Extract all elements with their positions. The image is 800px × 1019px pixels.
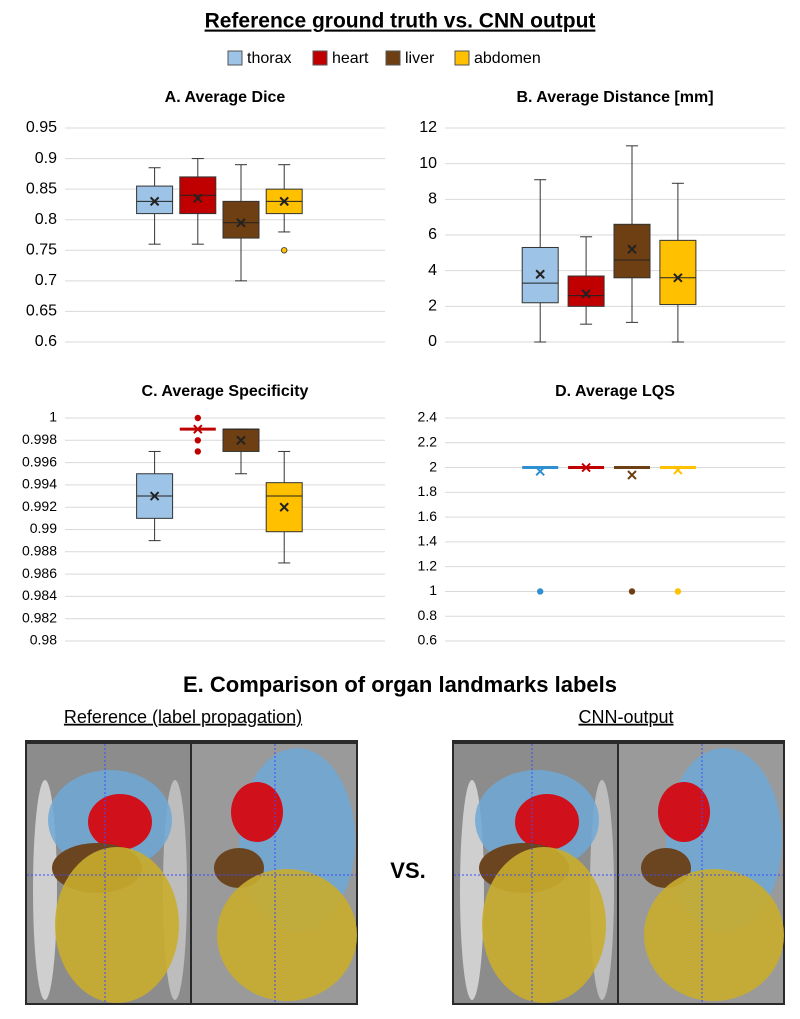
y-tick-label: 0.95 <box>26 119 57 136</box>
mean-marker <box>673 465 683 475</box>
box <box>222 200 260 239</box>
mean-marker <box>279 196 289 207</box>
section-title: E. Comparison of organ landmarks labels <box>183 672 617 697</box>
mean-marker <box>673 273 683 283</box>
outlier <box>628 588 636 595</box>
mean-marker <box>627 470 637 480</box>
legend-label: heart <box>332 50 369 67</box>
chart-title: C. Average Specificity <box>142 383 309 400</box>
cnn-output-image <box>451 739 786 1006</box>
y-tick-label: 4 <box>428 262 437 279</box>
mean-marker <box>193 424 203 434</box>
y-tick-label: 0.992 <box>22 498 57 514</box>
y-tick-label: 0.98 <box>30 632 57 648</box>
y-tick-label: 1.8 <box>418 483 438 499</box>
outlier <box>537 588 544 595</box>
y-tick-label: 0 <box>428 333 437 350</box>
y-tick-label: 1.6 <box>418 508 438 524</box>
chart-title: D. Average LQS <box>555 383 675 400</box>
y-tick-label: 0.982 <box>22 609 57 625</box>
y-tick-label: 0.6 <box>35 333 57 350</box>
mean-marker <box>193 193 203 204</box>
y-tick-label: 8 <box>428 191 437 208</box>
legend-swatch <box>385 50 401 66</box>
legend-label: thorax <box>247 50 291 67</box>
box <box>613 223 651 279</box>
mean-marker <box>149 196 160 207</box>
vs-label: VS. <box>390 858 425 883</box>
box <box>136 185 174 215</box>
reference-image <box>24 739 359 1006</box>
mean-marker <box>236 435 246 446</box>
mean-marker <box>535 269 545 279</box>
y-tick-label: 0.986 <box>22 565 57 581</box>
legend-label: abdomen <box>474 50 541 67</box>
mean-marker <box>149 491 160 501</box>
y-tick-label: 0.99 <box>30 520 57 536</box>
y-tick-label: 0.988 <box>22 543 57 559</box>
y-tick-label: 0.8 <box>418 607 438 623</box>
y-tick-label: 0.65 <box>26 303 57 320</box>
panel-caption: Reference (label propagation) <box>64 707 302 727</box>
mean-marker <box>535 466 545 476</box>
box <box>659 239 697 306</box>
y-tick-label: 2 <box>428 298 437 315</box>
mean-marker <box>279 502 289 512</box>
y-tick-label: 0.75 <box>26 242 57 259</box>
y-tick-label: 2.2 <box>418 433 438 449</box>
figure-title: Reference ground truth vs. CNN output <box>205 10 596 33</box>
mean-marker <box>236 218 246 228</box>
y-tick-label: 1 <box>49 409 57 425</box>
y-tick-label: 0.984 <box>22 587 57 603</box>
y-tick-label: 0.85 <box>26 180 57 197</box>
y-tick-label: 0.998 <box>22 431 57 447</box>
mean-marker <box>627 244 637 254</box>
y-tick-label: 0.8 <box>35 211 57 228</box>
y-tick-label: 12 <box>419 119 437 136</box>
y-tick-label: 1 <box>429 582 437 598</box>
y-tick-label: 0.994 <box>22 476 57 492</box>
legend-swatch <box>454 50 470 66</box>
box <box>567 275 605 307</box>
y-tick-label: 6 <box>428 226 437 243</box>
outlier <box>194 437 201 444</box>
y-tick-label: 1.2 <box>418 557 438 573</box>
chart-title: A. Average Dice <box>165 89 286 106</box>
legend-label: liver <box>405 50 435 67</box>
outlier <box>194 414 201 422</box>
y-tick-label: 0.9 <box>35 150 57 167</box>
outlier <box>281 247 288 254</box>
outlier <box>194 448 201 455</box>
outlier <box>674 588 682 595</box>
legend-swatch <box>227 50 243 66</box>
mean-marker <box>581 289 591 299</box>
panel-caption: CNN-output <box>578 707 673 727</box>
y-tick-label: 0.7 <box>35 272 57 289</box>
chart-title: B. Average Distance [mm] <box>516 89 713 106</box>
y-tick-label: 0.6 <box>418 632 438 648</box>
y-tick-label: 0.996 <box>22 453 57 469</box>
y-tick-label: 1.4 <box>418 533 438 549</box>
y-tick-label: 2.4 <box>418 409 438 425</box>
legend-swatch <box>312 50 328 66</box>
mean-marker <box>581 462 591 473</box>
y-tick-label: 10 <box>419 155 437 172</box>
y-tick-label: 2 <box>429 458 437 474</box>
